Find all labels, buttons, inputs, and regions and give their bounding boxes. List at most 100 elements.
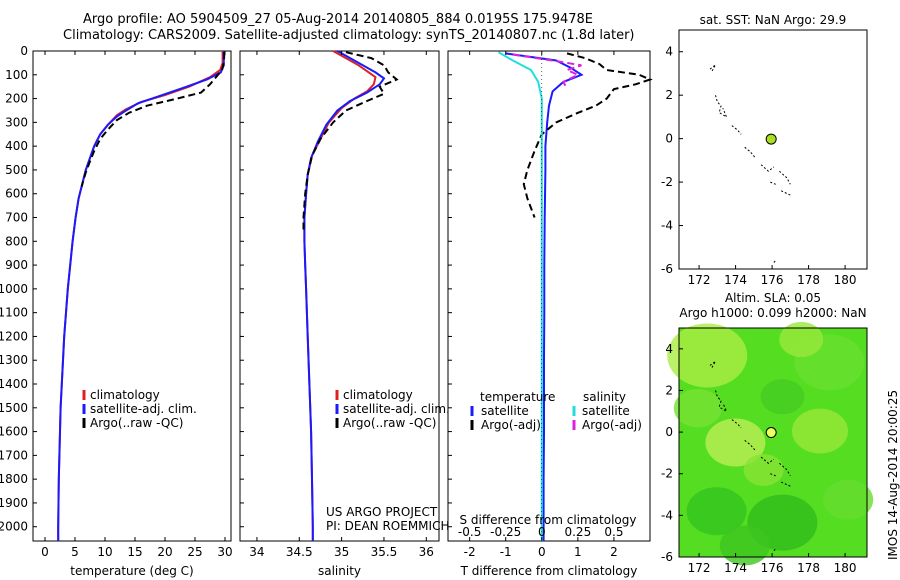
x-tick-label-temperature: 30 — [217, 545, 232, 559]
x-tick-label-temperature: 0 — [41, 545, 49, 559]
coastline — [773, 548, 777, 552]
argo-position-marker — [765, 133, 777, 145]
map-y-tick-label: -2 — [661, 175, 673, 189]
coastline — [779, 170, 791, 185]
y-tick-label: 200 — [5, 92, 28, 106]
coastline — [715, 95, 728, 119]
map-y-tick-label: 2 — [665, 88, 673, 102]
heatmap-cell — [719, 525, 770, 566]
coastline — [779, 462, 791, 477]
heatmap-cell — [705, 418, 766, 467]
map-x-tick-label: 172 — [688, 561, 711, 575]
legend-label-temperature: climatology — [90, 388, 160, 402]
series-line-salinity-1 — [303, 50, 386, 541]
map-x-tick-label: 178 — [797, 561, 820, 575]
map-y-tick-label: 0 — [665, 425, 673, 439]
legend-label-salinity: satellite-adj. clim. — [343, 402, 450, 416]
y-tick-label: 600 — [5, 187, 28, 201]
map-y-tick-label: -6 — [661, 262, 673, 276]
y-tick-label: 400 — [5, 139, 28, 153]
sst-map-title: sat. SST: NaN Argo: 29.9 — [700, 13, 847, 27]
plot-frame-difference — [447, 50, 651, 542]
x-tick-label-difference: -2 — [464, 545, 476, 559]
header-line2: Climatology: CARS2009. Satellite-adjuste… — [63, 28, 635, 43]
heatmap-cell — [686, 487, 747, 536]
legend-label-salinity: Argo(-adj) — [582, 418, 642, 432]
series-line-temperature-1 — [57, 51, 225, 541]
pi-annotation: PI: DEAN ROEMMICH — [326, 519, 449, 533]
y-tick-label: 700 — [5, 211, 28, 225]
legend-title-salinity: salinity — [583, 390, 626, 404]
coastline — [715, 390, 728, 413]
y-tick-label: 800 — [5, 234, 28, 248]
series-line-temperature-2 — [80, 52, 226, 187]
map-y-tick-label: 2 — [665, 383, 673, 397]
heatmap-cell — [792, 408, 848, 454]
map-x-tick-label: 174 — [724, 561, 747, 575]
sla-map-title-1: Altim. SLA: 0.05 — [725, 291, 821, 305]
series-line-difference-2 — [498, 51, 543, 541]
x-tick-label-temperature: 5 — [71, 545, 79, 559]
heatmap-cell — [667, 323, 748, 388]
plot-frame-temperature — [32, 50, 232, 542]
legend-label-temperature: Argo(-adj) — [481, 418, 541, 432]
map-y-tick-label: -2 — [661, 467, 673, 481]
x-tick-label-temperature: 15 — [127, 545, 142, 559]
series-line-salinity-2 — [302, 51, 399, 232]
heatmap-cell — [779, 321, 824, 358]
map-y-tick-label: -6 — [661, 550, 673, 564]
coastline — [773, 259, 777, 263]
coastline — [770, 473, 776, 477]
x-axis-label-temperature: temperature (deg C) — [70, 564, 193, 578]
x-axis-label-difference: T difference from climatology — [460, 564, 638, 578]
y-tick-label: 1100 — [0, 306, 28, 320]
map-x-tick-label: 180 — [834, 561, 857, 575]
heatmap-cell — [760, 379, 805, 415]
y-tick-label: 2000 — [0, 520, 28, 534]
y-tick-label: 500 — [5, 163, 28, 177]
map-y-tick-label: 0 — [665, 132, 673, 146]
heatmap-cell — [743, 453, 784, 486]
coastline — [780, 481, 791, 487]
legend-label-salinity: Argo(..raw -QC) — [343, 416, 436, 430]
y-tick-label: 0 — [20, 44, 28, 58]
map-x-tick-label: 174 — [724, 273, 747, 287]
header-line1: Argo profile: AO 5904509_27 05-Aug-2014 … — [83, 12, 593, 27]
y-tick-label: 1500 — [0, 401, 28, 415]
legend-label-salinity: satellite — [582, 404, 630, 418]
plot-frame-salinity — [239, 50, 440, 542]
coastline — [770, 181, 776, 185]
x-tick-label-temperature: 10 — [97, 545, 112, 559]
x-tick-label-salinity: 36 — [419, 545, 434, 559]
series-line-difference-3 — [512, 53, 582, 90]
map-y-tick-label: 4 — [665, 45, 673, 59]
coastline — [744, 440, 757, 452]
x-tick-label-temperature: 25 — [187, 545, 202, 559]
x-tick-label-salinity: 35 — [334, 545, 349, 559]
x-tick-label-difference: 0 — [538, 545, 546, 559]
x2-tick-label: 0.5 — [604, 525, 623, 539]
legend-label-temperature: satellite-adj. clim. — [90, 402, 197, 416]
map-y-tick-label: 4 — [665, 342, 673, 356]
map-y-tick-label: -4 — [661, 219, 673, 233]
x-tick-label-salinity: 35.5 — [371, 545, 398, 559]
x-tick-label-difference: 1 — [574, 545, 582, 559]
x-axis-label-salinity: salinity — [318, 564, 361, 578]
y-tick-label: 300 — [5, 115, 28, 129]
x2-tick-label: 0.25 — [564, 525, 591, 539]
map-x-tick-label: 176 — [761, 561, 784, 575]
map-frame-sst-map — [678, 29, 868, 270]
x-tick-label-salinity: 34 — [249, 545, 264, 559]
map-x-tick-label: 178 — [797, 273, 820, 287]
y-tick-label: 1800 — [0, 472, 28, 486]
y-tick-label: 100 — [5, 68, 28, 82]
map-x-tick-label: 172 — [688, 273, 711, 287]
legend-label-temperature: Argo(..raw -QC) — [90, 416, 183, 430]
legend-label-temperature: satellite — [481, 404, 529, 418]
y-tick-label: 1700 — [0, 448, 28, 462]
timestamp-stamp: IMOS 14-Aug-2014 20:00:25 — [886, 389, 900, 560]
y-tick-label: 1600 — [0, 425, 28, 439]
coastline — [744, 146, 757, 159]
coastline — [760, 456, 775, 464]
